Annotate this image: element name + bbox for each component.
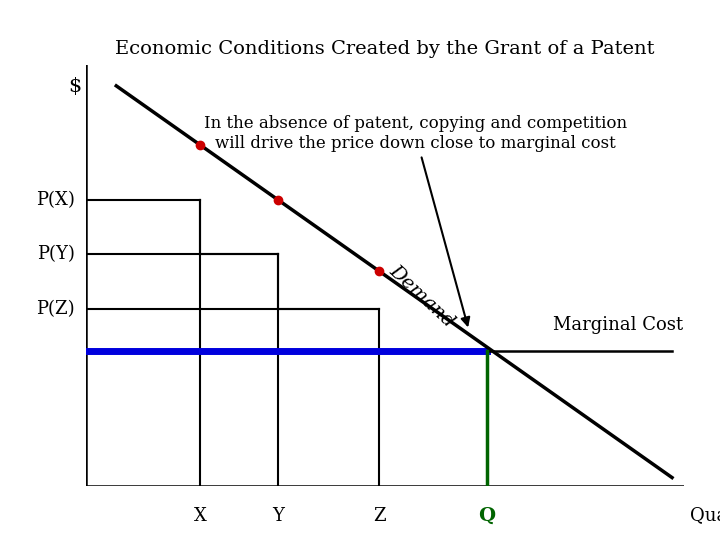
Text: Marginal Cost: Marginal Cost bbox=[552, 316, 683, 334]
Title: Economic Conditions Created by the Grant of a Patent: Economic Conditions Created by the Grant… bbox=[115, 39, 655, 58]
Text: Quantity: Quantity bbox=[690, 507, 720, 525]
Text: X: X bbox=[194, 507, 207, 525]
Text: Y: Y bbox=[271, 507, 284, 525]
Text: Demand: Demand bbox=[385, 262, 458, 331]
Text: Z: Z bbox=[373, 507, 385, 525]
Text: Q: Q bbox=[478, 507, 495, 525]
Text: P(X): P(X) bbox=[35, 191, 74, 208]
Text: P(Z): P(Z) bbox=[36, 300, 74, 318]
Text: $: $ bbox=[68, 77, 81, 97]
Text: In the absence of patent, copying and competition
will drive the price down clos: In the absence of patent, copying and co… bbox=[204, 116, 626, 325]
Text: P(Y): P(Y) bbox=[37, 245, 74, 264]
